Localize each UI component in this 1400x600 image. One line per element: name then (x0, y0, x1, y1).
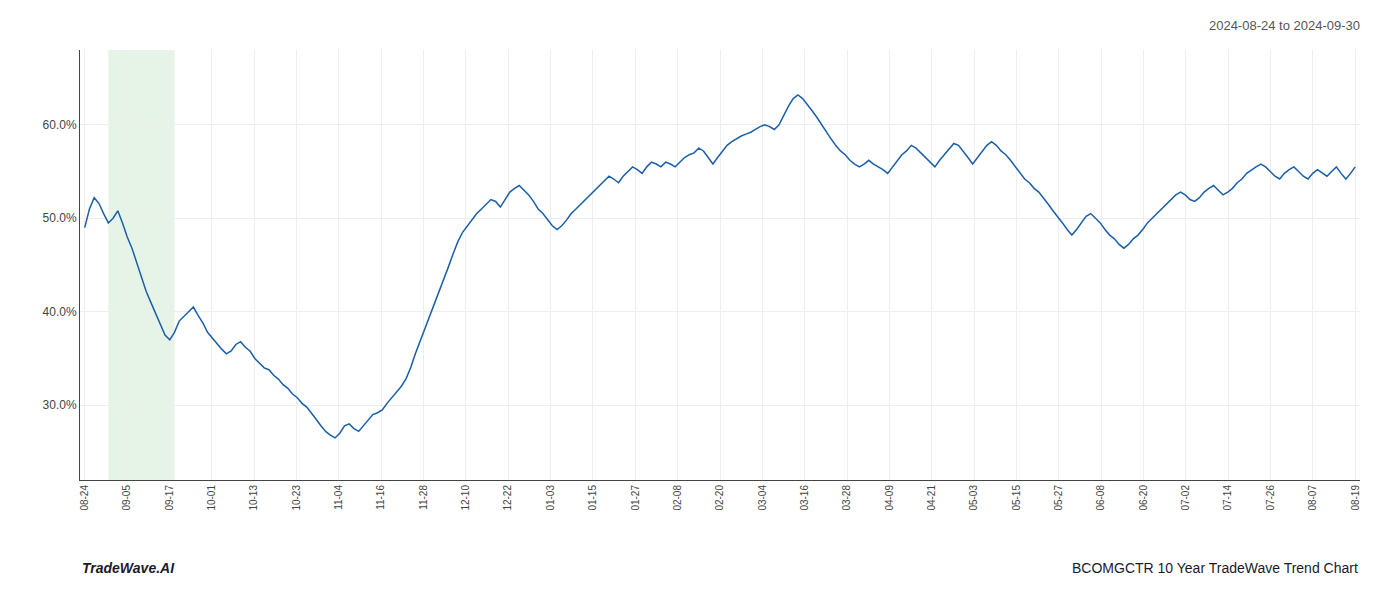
svg-text:06-08: 06-08 (1095, 485, 1106, 511)
svg-text:BCOMGCTR 10 Year TradeWave Tre: BCOMGCTR 10 Year TradeWave Trend Chart (1072, 560, 1358, 576)
svg-text:01-15: 01-15 (587, 485, 598, 511)
svg-text:08-19: 08-19 (1350, 485, 1361, 511)
svg-text:10-23: 10-23 (291, 485, 302, 511)
svg-text:07-02: 07-02 (1180, 485, 1191, 511)
svg-text:30.0%: 30.0% (43, 398, 77, 412)
svg-text:01-03: 01-03 (545, 485, 556, 511)
svg-text:11-28: 11-28 (418, 485, 429, 510)
svg-text:11-16: 11-16 (375, 485, 386, 510)
svg-text:03-28: 03-28 (841, 485, 852, 511)
svg-text:40.0%: 40.0% (43, 305, 77, 319)
svg-text:09-05: 09-05 (121, 485, 132, 511)
svg-text:10-01: 10-01 (206, 485, 217, 511)
svg-text:TradeWave.AI: TradeWave.AI (82, 560, 175, 576)
svg-text:50.0%: 50.0% (43, 211, 77, 225)
svg-text:04-09: 04-09 (884, 485, 895, 511)
svg-text:60.0%: 60.0% (43, 118, 77, 132)
svg-text:02-20: 02-20 (714, 485, 725, 511)
svg-text:05-03: 05-03 (968, 485, 979, 511)
svg-text:06-20: 06-20 (1138, 485, 1149, 511)
svg-text:02-08: 02-08 (672, 485, 683, 511)
svg-text:04-21: 04-21 (926, 485, 937, 511)
svg-text:12-22: 12-22 (502, 485, 513, 511)
svg-text:2024-08-24 to 2024-09-30: 2024-08-24 to 2024-09-30 (1209, 18, 1360, 33)
svg-text:10-13: 10-13 (248, 485, 259, 511)
svg-text:05-27: 05-27 (1053, 485, 1064, 511)
svg-text:09-17: 09-17 (164, 485, 175, 511)
svg-text:07-26: 07-26 (1265, 485, 1276, 511)
svg-text:03-04: 03-04 (757, 485, 768, 511)
svg-text:08-24: 08-24 (79, 485, 90, 511)
svg-text:05-15: 05-15 (1011, 485, 1022, 511)
svg-text:01-27: 01-27 (630, 485, 641, 511)
svg-text:03-16: 03-16 (799, 485, 810, 511)
svg-text:08-07: 08-07 (1307, 485, 1318, 511)
svg-text:07-14: 07-14 (1222, 485, 1233, 511)
svg-text:12-10: 12-10 (460, 485, 471, 511)
svg-text:11-04: 11-04 (333, 485, 344, 510)
